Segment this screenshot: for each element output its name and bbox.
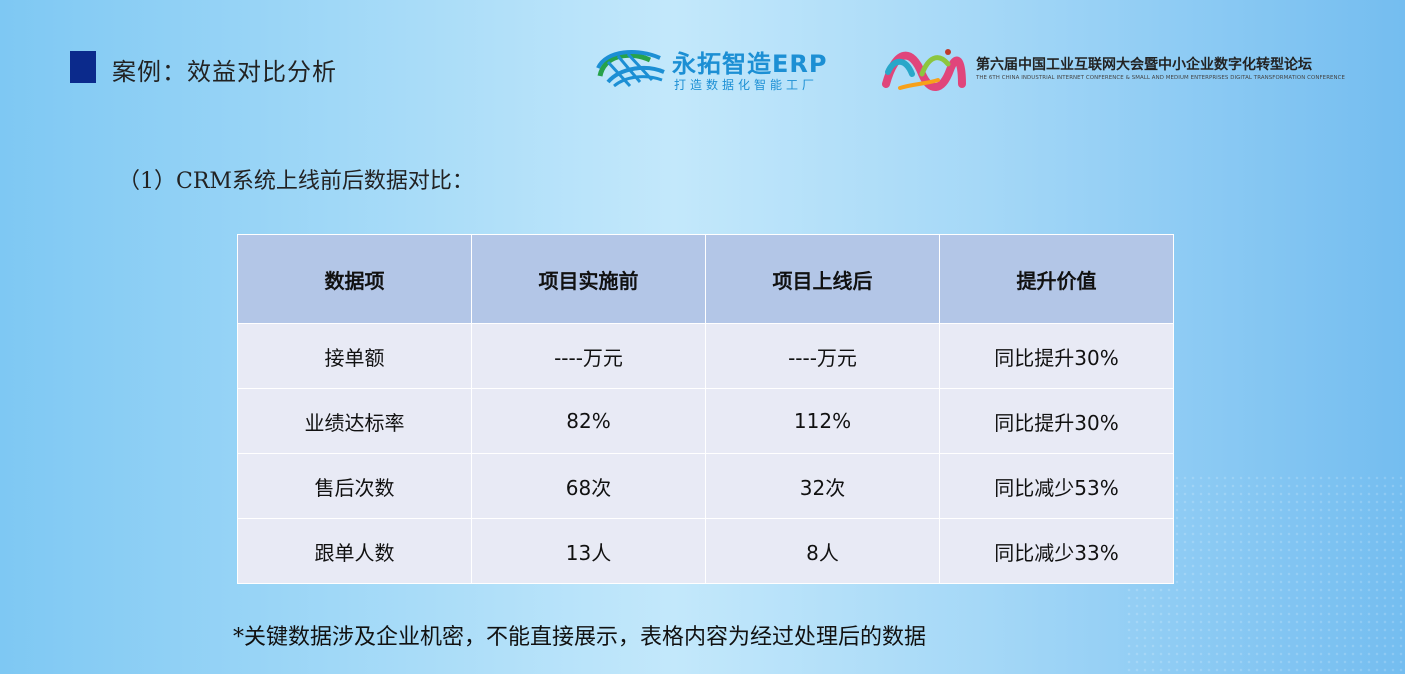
table-cell: 售后次数 <box>237 453 472 519</box>
table-row: 售后次数 68次 32次 同比减少53% <box>237 453 1174 519</box>
table-cell: 同比提升30% <box>939 388 1174 454</box>
table-cell: 13人 <box>471 518 706 584</box>
logo-brand-text: 永拓智造ERP <box>672 50 828 78</box>
header-cell: 提升价值 <box>939 234 1174 324</box>
title-accent-block <box>70 51 96 83</box>
header-cell: 项目实施前 <box>471 234 706 324</box>
conference-title-en: THE 6TH CHINA INDUSTRIAL INTERNET CONFER… <box>976 75 1346 81</box>
footnote: *关键数据涉及企业机密，不能直接展示，表格内容为经过处理后的数据 <box>233 625 927 650</box>
table-cell: 跟单人数 <box>237 518 472 584</box>
page-title: 案例：效益对比分析 <box>112 58 337 86</box>
table-cell: 32次 <box>705 453 940 519</box>
table-cell: 68次 <box>471 453 706 519</box>
conference-title-cn: 第六届中国工业互联网大会暨中小企业数字化转型论坛 <box>976 57 1312 73</box>
table-cell: 业绩达标率 <box>237 388 472 454</box>
table-cell: 接单额 <box>237 323 472 389</box>
table-cell: 同比减少53% <box>939 453 1174 519</box>
yongtuo-logo: 永拓智造ERP 打造数据化智能工厂 <box>594 44 830 94</box>
comparison-table: 数据项 项目实施前 项目上线后 提升价值 接单额 ----万元 ----万元 同… <box>237 234 1174 584</box>
table-cell: ----万元 <box>471 323 706 389</box>
table-cell: 82% <box>471 388 706 454</box>
table-row: 业绩达标率 82% 112% 同比提升30% <box>237 388 1174 454</box>
header-cell: 数据项 <box>237 234 472 324</box>
section-subtitle: （1）CRM系统上线前后数据对比： <box>118 169 474 194</box>
table-cell: 8人 <box>705 518 940 584</box>
table-cell: 同比提升30% <box>939 323 1174 389</box>
logo-slogan-text: 打造数据化智能工厂 <box>674 78 819 92</box>
table-cell: 112% <box>705 388 940 454</box>
table-row: 接单额 ----万元 ----万元 同比提升30% <box>237 323 1174 389</box>
yongtuo-logo-icon <box>596 50 665 88</box>
table-header-row: 数据项 项目实施前 项目上线后 提升价值 <box>237 234 1174 324</box>
table-cell: ----万元 <box>705 323 940 389</box>
table-cell: 同比减少33% <box>939 518 1174 584</box>
header-cell: 项目上线后 <box>705 234 940 324</box>
conference-logo: 第六届中国工业互联网大会暨中小企业数字化转型论坛 THE 6TH CHINA I… <box>882 44 1352 94</box>
conference-ribbon-icon <box>882 49 966 91</box>
table-row: 跟单人数 13人 8人 同比减少33% <box>237 518 1174 584</box>
